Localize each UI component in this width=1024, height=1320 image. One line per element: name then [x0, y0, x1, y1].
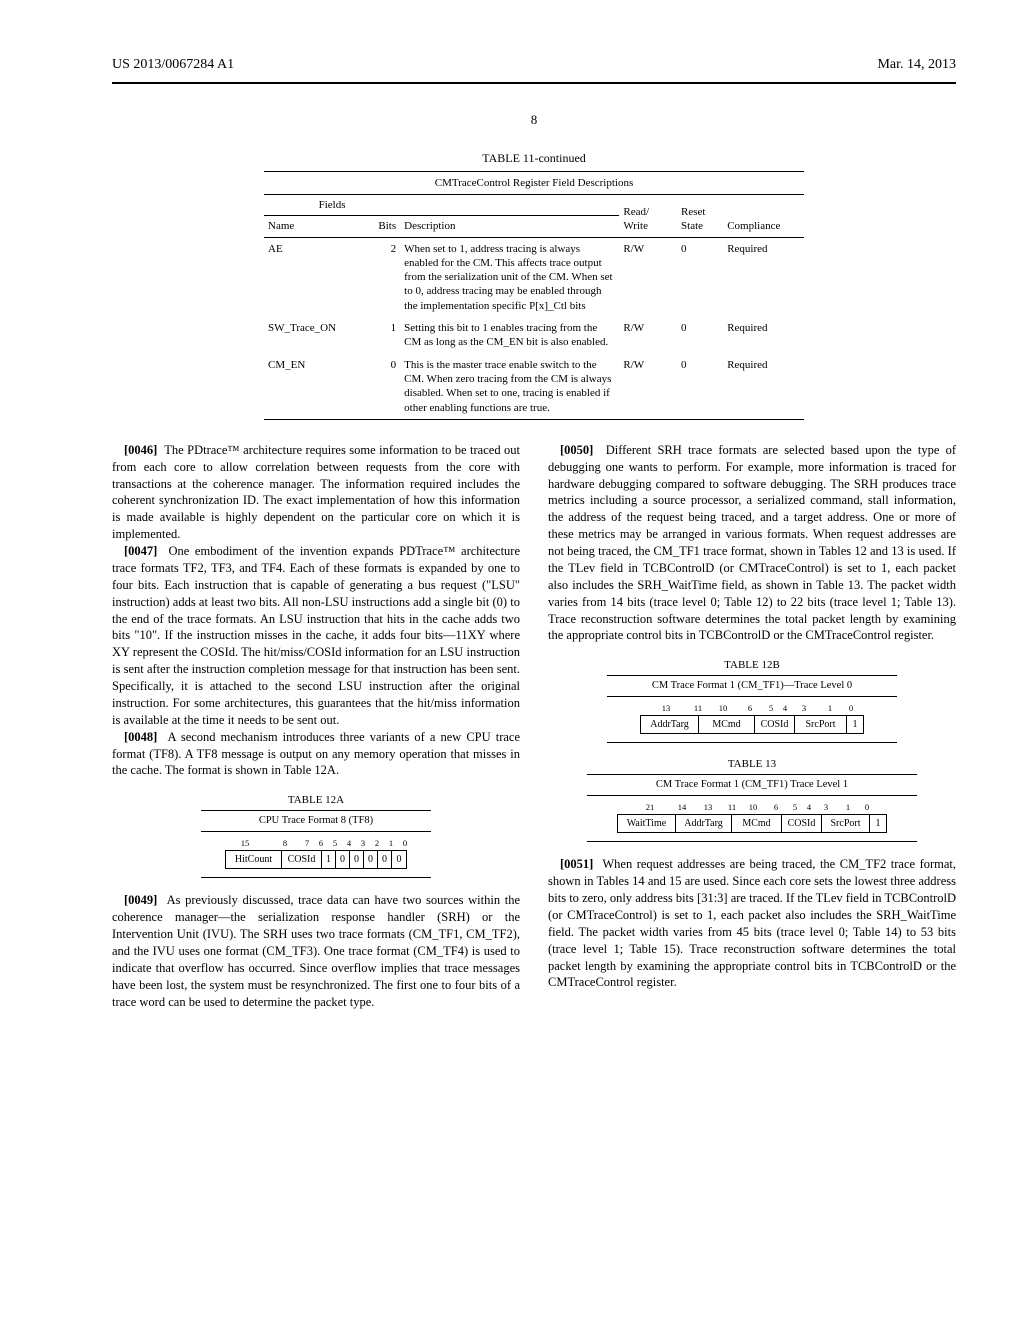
bitfield-13: 2114131110654310 WaitTimeAddrTargMCmdCOS…: [587, 802, 917, 833]
header-rule: [112, 82, 956, 84]
table-12b-caption: TABLE 12B: [607, 658, 897, 673]
th-rw: Read/ Write: [619, 195, 677, 237]
para-0051: [0051] When request addresses are being …: [548, 856, 956, 991]
pub-number: US 2013/0067284 A1: [112, 56, 234, 74]
para-0049: [0049] As previously discussed, trace da…: [112, 892, 520, 1010]
bitfield-12a: 15876543210 HitCountCOSId100000: [201, 838, 431, 869]
para-text: One embodiment of the invention expands …: [112, 544, 520, 727]
page-header: US 2013/0067284 A1 Mar. 14, 2013: [112, 56, 956, 74]
left-column: [0046] The PDtrace™ architecture require…: [112, 442, 520, 1011]
para-0050: [0050] Different SRH trace formats are s…: [548, 442, 956, 645]
para-text: The PDtrace™ architecture requires some …: [112, 443, 520, 541]
para-text: When request addresses are being traced,…: [548, 857, 956, 989]
table-12a: TABLE 12A CPU Trace Format 8 (TF8) 15876…: [201, 793, 431, 878]
table-row: CM_EN0This is the master trace enable sw…: [264, 354, 804, 420]
table-11: TABLE 11-continued CMTraceControl Regist…: [264, 151, 804, 420]
para-0046: [0046] The PDtrace™ architecture require…: [112, 442, 520, 543]
para-text: A second mechanism introduces three vari…: [112, 730, 520, 778]
th-reset: Reset State: [677, 195, 723, 237]
para-num: [0050]: [560, 443, 593, 457]
th-bits: Bits: [368, 216, 400, 237]
para-num: [0046]: [124, 443, 157, 457]
table-12a-subcap: CPU Trace Format 8 (TF8): [201, 810, 431, 832]
table-row: SW_Trace_ON1Setting this bit to 1 enable…: [264, 317, 804, 354]
para-num: [0047]: [124, 544, 157, 558]
table-11-grid: Fields Read/ Write Reset State Complianc…: [264, 195, 804, 420]
bitfield-12b: 131110654310 AddrTargMCmdCOSIdSrcPort1: [607, 703, 897, 734]
table-12b-subcap: CM Trace Format 1 (CM_TF1)—Trace Level 0: [607, 675, 897, 697]
para-num: [0048]: [124, 730, 157, 744]
table-11-caption: TABLE 11-continued: [264, 151, 804, 167]
table-13-caption: TABLE 13: [587, 757, 917, 772]
th-name: Name: [264, 216, 368, 237]
para-0048: [0048] A second mechanism introduces thr…: [112, 729, 520, 780]
table-12b: TABLE 12B CM Trace Format 1 (CM_TF1)—Tra…: [607, 658, 897, 743]
table-13-subcap: CM Trace Format 1 (CM_TF1) Trace Level 1: [587, 774, 917, 796]
table-12a-caption: TABLE 12A: [201, 793, 431, 808]
table-11-subcaption: CMTraceControl Register Field Descriptio…: [264, 171, 804, 195]
pub-date: Mar. 14, 2013: [877, 56, 956, 74]
body-columns: [0046] The PDtrace™ architecture require…: [112, 442, 956, 1011]
page-number: 8: [112, 112, 956, 129]
para-text: Different SRH trace formats are selected…: [548, 443, 956, 643]
para-num: [0051]: [560, 857, 593, 871]
th-fields: Fields: [264, 195, 400, 216]
table-row: AE2When set to 1, address tracing is alw…: [264, 237, 804, 317]
th-desc: Description: [400, 216, 619, 237]
para-0047: [0047] One embodiment of the invention e…: [112, 543, 520, 729]
para-text: As previously discussed, trace data can …: [112, 893, 520, 1008]
table-13: TABLE 13 CM Trace Format 1 (CM_TF1) Trac…: [587, 757, 917, 842]
para-num: [0049]: [124, 893, 157, 907]
right-column: [0050] Different SRH trace formats are s…: [548, 442, 956, 1011]
th-comp: Compliance: [723, 195, 804, 237]
